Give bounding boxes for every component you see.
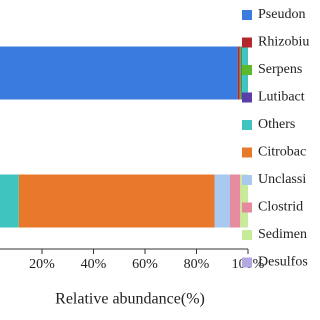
bar-segment xyxy=(239,46,242,100)
legend-swatch xyxy=(242,65,252,75)
x-tick-label: 80% xyxy=(184,257,210,272)
x-axis-title: Relative abundance(%) xyxy=(55,291,205,308)
legend-swatch xyxy=(242,120,252,130)
legend-label: Lutibact xyxy=(258,90,305,105)
legend-label: Desulfos xyxy=(258,255,308,270)
legend-swatch xyxy=(242,175,252,185)
bar-segment xyxy=(0,46,238,100)
legend-label: Serpens xyxy=(258,62,302,77)
legend-label: Citrobac xyxy=(258,145,306,160)
legend-swatch xyxy=(242,230,252,240)
x-tick-label: 60% xyxy=(132,257,158,272)
bar-segment xyxy=(229,174,241,228)
legend-label: Unclassi xyxy=(258,172,306,187)
legend-label: Pseudon xyxy=(258,7,305,22)
legend-label: Rhizobiu xyxy=(258,35,309,50)
legend-swatch xyxy=(242,92,252,103)
legend-label: Sedimen xyxy=(258,227,307,242)
x-tick-label: 20% xyxy=(29,257,55,272)
legend-swatch xyxy=(242,202,252,213)
legend-label: Others xyxy=(258,117,295,132)
legend-label: Clostrid xyxy=(258,200,303,215)
bar-segment xyxy=(0,174,19,228)
legend-swatch xyxy=(242,257,252,268)
legend-swatch xyxy=(242,37,252,48)
bar-segment xyxy=(240,174,248,228)
bar-segment xyxy=(237,46,240,100)
bar-segment xyxy=(18,174,215,228)
bar-segment xyxy=(241,46,243,100)
legend-swatch xyxy=(242,10,252,20)
legend-swatch xyxy=(242,147,252,158)
bar-segment xyxy=(214,174,230,228)
x-tick-label: 40% xyxy=(81,257,107,272)
